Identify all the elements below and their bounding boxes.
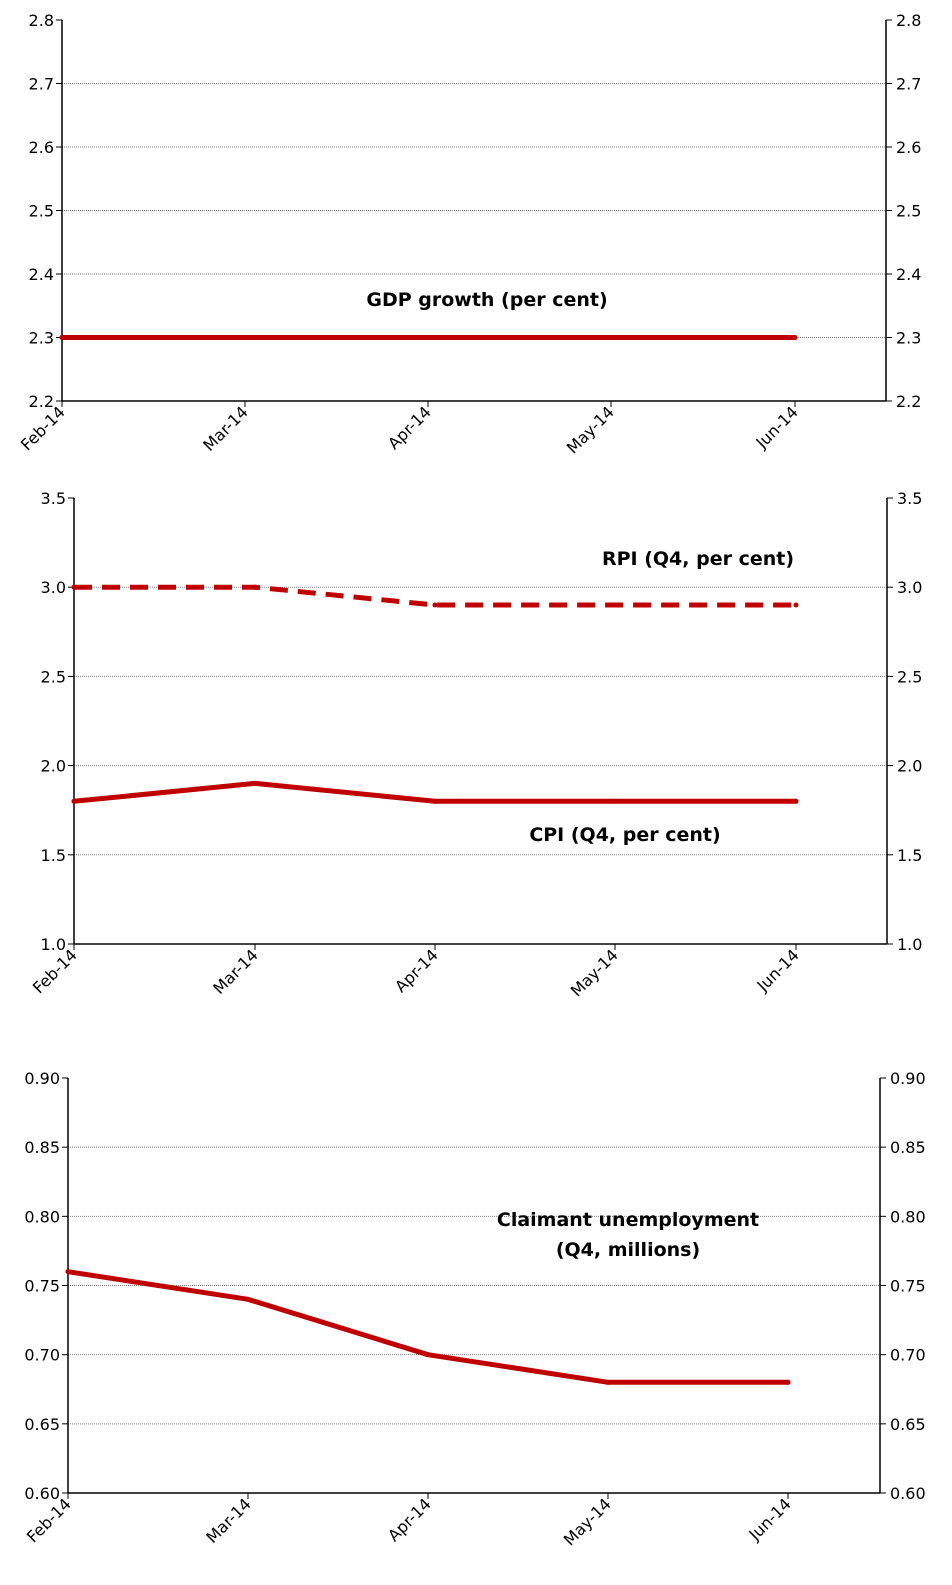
x-tick-label: Mar-14 xyxy=(202,1494,255,1547)
annotation-label: Claimant unemployment xyxy=(497,1209,759,1231)
y-tick-label: 0.75 xyxy=(24,1277,60,1296)
y2-tick-label: 0.80 xyxy=(890,1207,926,1226)
y-tick-label: 0.70 xyxy=(24,1346,60,1365)
y2-tick-label: 2.7 xyxy=(896,75,921,94)
data-point xyxy=(242,335,248,340)
y2-tick-label: 2.0 xyxy=(897,757,922,776)
y2-tick-label: 2.5 xyxy=(896,202,921,221)
gdp-growth-chart: 2.2 2.2 2.3 2.3 2.4 2.4 2.5 2.5 2.6 2.6 2.7 2.7 2.8 2… xyxy=(17,11,922,458)
data-point xyxy=(71,798,77,804)
x-tick-label: Jun-14 xyxy=(745,1494,795,1544)
data-point xyxy=(793,602,799,608)
x-tick-label: Apr-14 xyxy=(384,1494,435,1545)
data-point xyxy=(612,602,618,608)
y2-tick-label: 3.5 xyxy=(897,489,922,508)
data-point xyxy=(432,798,438,804)
y-tick-label: 0.80 xyxy=(24,1207,60,1226)
data-point xyxy=(252,780,258,786)
y2-tick-label: 2.2 xyxy=(896,392,921,411)
y2-tick-label: 0.75 xyxy=(890,1277,926,1296)
y2-tick-label: 0.65 xyxy=(890,1415,926,1434)
y-tick-label: 0.60 xyxy=(24,1484,60,1503)
y-tick-label: 1.5 xyxy=(41,846,66,865)
y2-tick-label: 1.0 xyxy=(897,935,922,954)
data-point xyxy=(605,1379,611,1385)
y2-tick-label: 2.8 xyxy=(896,11,921,30)
inflation-chart: 1.0 1.01.5 1.52.0 2.02.5 2.53.0 3.03.5 3.5Feb-… xyxy=(29,489,923,1001)
y-tick-label: 0.90 xyxy=(24,1069,60,1088)
y-tick-label: 2.6 xyxy=(29,138,54,157)
data-point xyxy=(245,1296,251,1302)
data-point xyxy=(792,335,798,340)
y2-tick-label: 2.6 xyxy=(896,138,921,157)
y-tick-label: 0.65 xyxy=(24,1415,60,1434)
annotation-label: CPI (Q4, per cent) xyxy=(529,824,720,846)
x-tick-label: Jun-14 xyxy=(752,402,802,452)
y-tick-label: 2.5 xyxy=(41,667,66,686)
series-line-1 xyxy=(71,780,799,804)
data-point xyxy=(785,1379,791,1385)
data-point xyxy=(71,584,77,590)
x-tick-label: Mar-14 xyxy=(209,945,262,998)
data-point xyxy=(425,335,431,340)
data-point xyxy=(608,335,614,340)
y-tick-label: 3.0 xyxy=(41,578,66,597)
x-tick-label: May-14 xyxy=(560,1494,615,1549)
data-point xyxy=(425,1352,431,1358)
y-tick-label: 2.8 xyxy=(29,11,54,30)
y2-tick-label: 0.90 xyxy=(890,1069,926,1088)
y-tick-label: 2.3 xyxy=(29,329,54,348)
data-point xyxy=(252,584,258,590)
y2-tick-label: 1.5 xyxy=(897,846,922,865)
x-tick-label: Jun-14 xyxy=(753,945,803,995)
series-line-0 xyxy=(65,1269,791,1385)
x-tick-label: Apr-14 xyxy=(384,402,435,453)
y-tick-label: 1.0 xyxy=(41,935,66,954)
x-tick-label: May-14 xyxy=(563,402,618,457)
x-tick-label: Apr-14 xyxy=(391,945,442,996)
series-line-0 xyxy=(74,584,796,608)
y-tick-label: 3.5 xyxy=(41,489,66,508)
annotation-label: RPI (Q4, per cent) xyxy=(602,548,794,570)
annotation-label: GDP growth (per cent) xyxy=(366,289,607,311)
y-tick-label: 2.7 xyxy=(29,75,54,94)
y-tick-label: 2.2 xyxy=(29,392,54,411)
data-point xyxy=(612,798,618,804)
y2-tick-label: 2.4 xyxy=(896,265,921,284)
y2-tick-label: 3.0 xyxy=(897,578,922,597)
y2-tick-label: 2.5 xyxy=(897,667,922,686)
y2-tick-label: 0.85 xyxy=(890,1138,926,1157)
y-tick-label: 2.4 xyxy=(29,265,54,284)
x-tick-label: Mar-14 xyxy=(199,402,252,455)
data-point xyxy=(65,1269,71,1275)
data-point xyxy=(432,602,438,608)
annotation-label: (Q4, millions) xyxy=(556,1239,700,1261)
y-tick-label: 2.5 xyxy=(29,202,54,221)
y2-tick-label: 0.70 xyxy=(890,1346,926,1365)
x-tick-label: May-14 xyxy=(567,945,622,1000)
y-tick-label: 2.0 xyxy=(41,757,66,776)
y2-tick-label: 0.60 xyxy=(890,1484,926,1503)
y-tick-label: 0.85 xyxy=(24,1138,60,1157)
data-point xyxy=(59,335,65,340)
data-point xyxy=(793,798,799,804)
y2-tick-label: 2.3 xyxy=(896,329,921,348)
claimant-unemployment-chart: 0.60 0.60 0.65 0.65 0.70 0.70 0.75 0.75 0.80 0.80… xyxy=(23,1069,926,1550)
